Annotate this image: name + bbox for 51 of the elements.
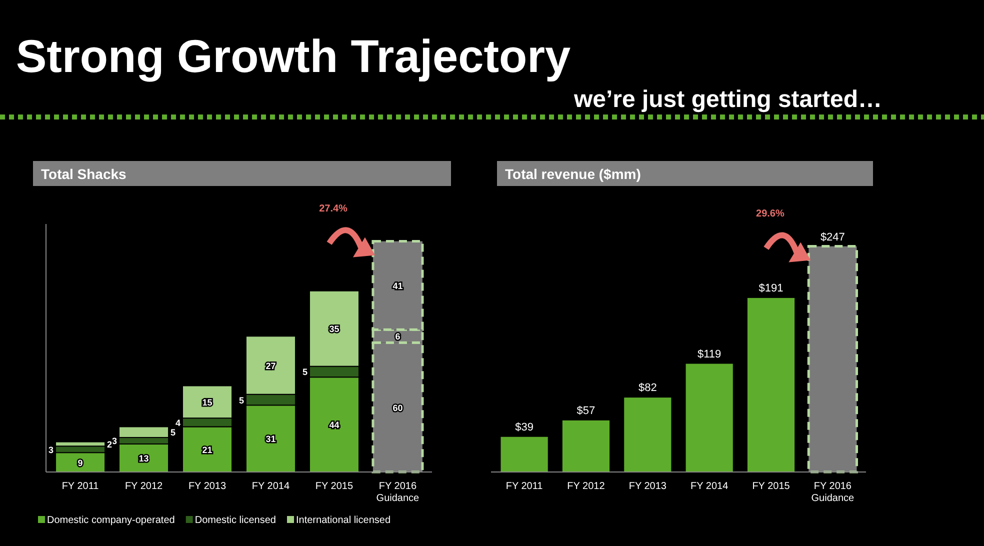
data-label: 2: [107, 439, 112, 450]
x-tick-label: FY 2012: [567, 481, 606, 492]
data-label: 5: [302, 367, 308, 378]
x-tick-label: FY 2015: [315, 481, 354, 492]
data-label: 44: [329, 420, 340, 430]
data-label: 31: [266, 434, 276, 444]
bar: [807, 245, 858, 474]
bar: [746, 296, 796, 472]
data-label: $39: [515, 421, 534, 434]
data-label: $191: [758, 282, 784, 294]
data-label: 41: [392, 280, 403, 291]
data-label: 35: [329, 324, 340, 334]
chart-title: Total revenue ($mm): [505, 166, 641, 182]
text: we’re just getting started…: [572, 86, 882, 113]
x-tick-label: FY 2013: [628, 481, 667, 492]
data-label: 27: [266, 360, 276, 371]
legend-label: International licensed: [296, 515, 391, 526]
data-label: $119: [698, 348, 722, 360]
data-label: 5: [170, 428, 176, 438]
legend-label: Domestic company-operated: [47, 515, 175, 526]
text: Strong Growth Trajectory: [16, 30, 572, 82]
bar: [561, 419, 611, 472]
data-label: $57: [576, 404, 596, 417]
data-label: 9: [78, 458, 83, 468]
data-label: 21: [202, 444, 212, 455]
text: 27.4%: [319, 203, 348, 214]
x-tick-label: FY 2012: [124, 481, 164, 492]
x-tick-label: FY 2016 Guidance: [811, 481, 855, 504]
bar: [623, 396, 672, 472]
text: 29.6%: [756, 208, 784, 220]
x-tick-label: FY 2014: [252, 481, 290, 492]
chart-title: Total Shacks: [41, 166, 127, 182]
x-tick-label: FY 2013: [188, 481, 227, 492]
x-tick-label: FY 2016 Guidance: [376, 481, 420, 504]
data-label: 15: [202, 397, 212, 408]
x-tick-label: FY 2015: [752, 481, 790, 492]
data-label: 3: [48, 444, 54, 455]
x-tick-label: FY 2011: [506, 481, 544, 492]
bar: [500, 436, 549, 472]
data-label: 6: [395, 332, 400, 342]
data-label: $247: [820, 231, 845, 244]
data-label: 4: [175, 418, 180, 428]
x-tick-label: FY 2011: [62, 481, 100, 492]
data-label: 13: [138, 453, 149, 464]
data-label: 5: [238, 395, 244, 406]
data-label: $82: [638, 382, 657, 394]
legend-label: Domestic licensed: [194, 515, 276, 526]
bar: [684, 362, 734, 472]
x-tick-label: FY 2014: [690, 481, 729, 492]
data-label: 60: [392, 402, 403, 413]
data-label: 3: [112, 436, 118, 446]
